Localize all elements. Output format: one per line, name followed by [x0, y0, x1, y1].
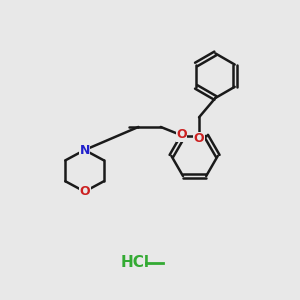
Text: HCl: HCl: [121, 255, 150, 270]
Text: O: O: [79, 185, 90, 198]
Text: O: O: [176, 128, 187, 141]
Text: N: N: [80, 143, 90, 157]
Text: O: O: [194, 132, 204, 145]
